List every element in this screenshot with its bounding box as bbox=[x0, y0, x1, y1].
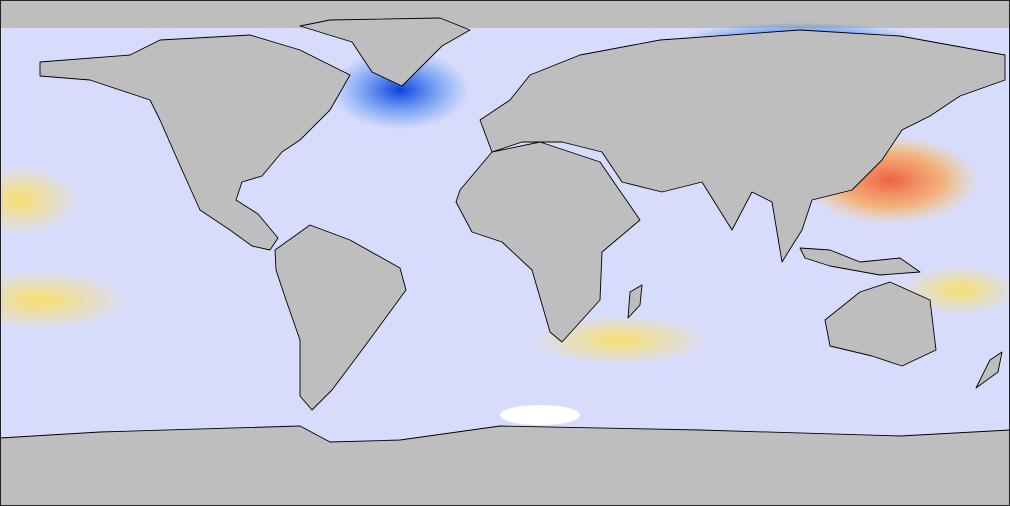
greenland bbox=[299, 17, 471, 87]
africa bbox=[455, 141, 641, 343]
eurasia bbox=[479, 29, 1006, 263]
australia bbox=[824, 281, 937, 367]
cold-anomaly bbox=[330, 50, 470, 130]
new-zealand bbox=[975, 351, 1003, 389]
antarctica bbox=[0, 425, 1010, 506]
madagascar bbox=[627, 284, 643, 319]
south-america bbox=[274, 224, 407, 411]
north-america bbox=[39, 34, 351, 251]
polar-cap bbox=[0, 0, 1010, 28]
warm-anomaly bbox=[0, 270, 130, 330]
ice-patch bbox=[500, 405, 580, 425]
warm-anomaly bbox=[0, 165, 80, 235]
indonesia bbox=[799, 247, 921, 276]
